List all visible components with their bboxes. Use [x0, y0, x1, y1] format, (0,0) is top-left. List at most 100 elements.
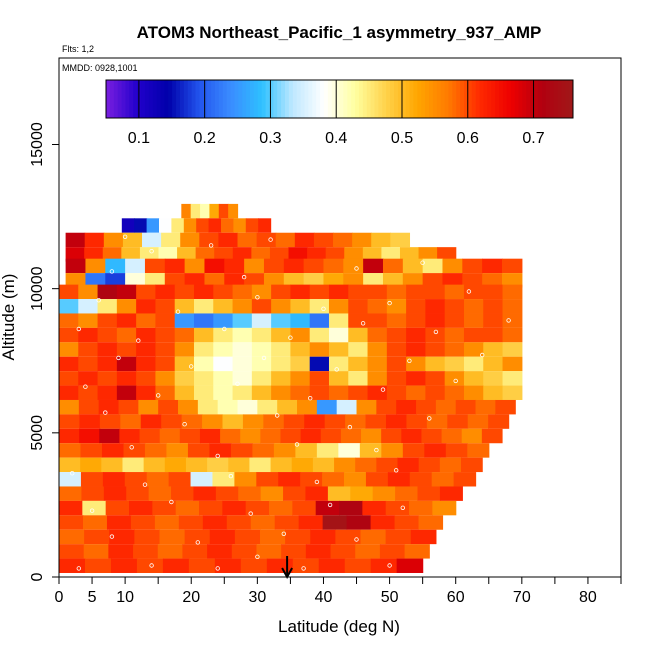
heatmap-cell — [386, 356, 407, 372]
heatmap-cell — [502, 327, 523, 343]
heatmap-cell — [174, 342, 195, 357]
heatmap-cell — [218, 232, 239, 248]
heatmap-cell — [340, 428, 362, 444]
heatmap-cell — [344, 558, 372, 573]
heatmap-cell — [256, 472, 279, 487]
heatmap-cell — [208, 218, 222, 233]
heatmap-cell — [424, 443, 447, 458]
heatmap-cell — [502, 299, 523, 314]
colorbar-segment — [242, 80, 247, 118]
heatmap-cell — [328, 327, 349, 343]
heatmap-cell — [467, 414, 489, 429]
heatmap-cell — [251, 385, 272, 400]
heatmap-cell — [59, 313, 79, 328]
heatmap-cell — [250, 515, 276, 530]
colorbar-segment — [526, 80, 531, 118]
heatmap-cell — [283, 414, 305, 429]
heatmap-cell — [84, 232, 105, 248]
colorbar-segment — [425, 80, 430, 118]
heatmap-cell — [144, 273, 166, 288]
heatmap-cell — [193, 371, 214, 386]
heatmap-cell — [59, 414, 81, 429]
heatmap-cell — [348, 299, 369, 314]
sample-point — [76, 566, 81, 571]
heatmap-cell — [475, 399, 496, 415]
sample-point — [314, 479, 320, 485]
colorbar-segment — [222, 80, 228, 118]
heatmap-cell — [252, 443, 275, 458]
heatmap-cell — [381, 443, 404, 458]
heatmap-cell — [180, 232, 200, 248]
sample-point — [129, 445, 134, 450]
heatmap-cell — [155, 284, 176, 300]
heatmap-cell — [386, 284, 407, 300]
colorbar — [105, 79, 574, 119]
heatmap-cell — [348, 327, 369, 343]
x-axis-label: Latitude (deg N) — [278, 617, 400, 636]
heatmap-cell — [116, 371, 137, 386]
colorbar-segment — [530, 80, 535, 118]
heatmap-cell — [338, 443, 361, 458]
heatmap-cell — [242, 414, 264, 429]
heatmap-cell — [202, 414, 224, 429]
heatmap-cell — [395, 486, 419, 501]
heatmap-cell — [406, 313, 426, 328]
heatmap-cell — [467, 443, 490, 458]
heatmap-cell — [155, 299, 176, 314]
heatmap-cell — [78, 284, 99, 300]
colorbar-segment — [569, 80, 574, 118]
colorbar-segment — [358, 80, 364, 118]
heatmap-cell — [200, 203, 211, 219]
heatmap-cell — [294, 232, 315, 248]
heatmap-cell — [231, 544, 258, 559]
heatmap-cell — [195, 247, 215, 262]
heatmap-cell — [461, 428, 483, 444]
y-tick-label: 15000 — [29, 122, 46, 167]
colorbar-segment — [386, 80, 391, 118]
colorbar-segment — [452, 80, 457, 118]
heatmap-cell — [99, 414, 121, 429]
heatmap-cell — [97, 342, 118, 357]
sample-point — [155, 393, 161, 398]
flights-label: Flts: 1,2 — [62, 44, 94, 54]
heatmap-cell — [217, 399, 239, 415]
sample-point — [109, 534, 115, 539]
sample-point — [215, 453, 220, 459]
heatmap-cell — [390, 232, 411, 248]
heatmap-cell — [97, 385, 118, 400]
heatmap-cell — [260, 529, 286, 545]
heatmap-cell — [335, 529, 362, 545]
colorbar-segment — [179, 80, 185, 118]
heatmap-cell — [421, 428, 443, 444]
heatmap-cell — [483, 342, 504, 357]
heatmap-cell — [313, 232, 334, 248]
heatmap-cell — [154, 515, 180, 530]
heatmap-cell — [65, 273, 87, 288]
x-tick-label: 20 — [182, 589, 200, 606]
heatmap-cell — [59, 284, 79, 300]
heatmap-cell — [171, 486, 195, 501]
heatmap-cell — [120, 414, 142, 429]
colorbar-segment — [370, 80, 376, 118]
heatmap-cell — [444, 356, 465, 372]
colorbar-segment — [113, 80, 119, 118]
y-axis: 0 5000 10000 15000 — [29, 122, 59, 581]
heatmap-cell — [193, 486, 217, 501]
heatmap-cell — [188, 558, 216, 573]
colorbar-segment — [226, 80, 232, 118]
sample-point — [182, 422, 187, 427]
colorbar-segment — [156, 80, 161, 118]
sample-point — [301, 566, 306, 571]
colorbar-segment — [238, 80, 243, 118]
colorbar-segment — [382, 80, 387, 118]
heatmap-cell — [323, 258, 344, 274]
x-tick-label: 5 — [88, 589, 97, 606]
heatmap-cell — [334, 457, 356, 473]
heatmap-cell — [292, 500, 317, 516]
colorbar-segment — [460, 80, 465, 118]
heatmap-cell — [397, 457, 420, 473]
colorbar-segment — [456, 80, 461, 118]
heatmap-cell — [425, 342, 446, 357]
heatmap-cell — [78, 385, 99, 400]
heatmap-cell — [425, 284, 446, 300]
